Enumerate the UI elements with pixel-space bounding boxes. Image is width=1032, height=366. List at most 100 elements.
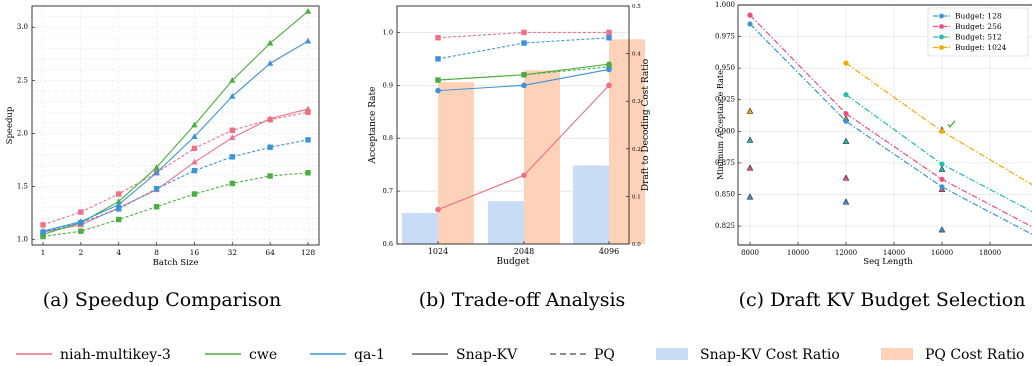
y-tick-label: 2.5 <box>17 76 28 84</box>
y-tick-label: 0.8 <box>383 134 393 142</box>
legend-label: PQ Cost Ratio <box>925 347 1025 363</box>
y-tick-label: 0.900 <box>715 127 735 135</box>
y-tick-label: 1.0 <box>17 236 28 244</box>
tradeoff-chart: 0.6 0.7 0.8 0.9 1.0 0.0 0.1 0.2 0.3 0.4 0.5 1024 204… <box>368 4 651 267</box>
bar-snap-cost-ratio <box>573 165 609 244</box>
x-tick-label: 128 <box>301 248 316 257</box>
point-cwe-pq <box>40 233 46 240</box>
y-axis-label: Minimum Acceptance Rate <box>716 70 725 180</box>
x-tick-label: 18000 <box>979 249 1001 257</box>
point-qa-pq <box>191 167 198 174</box>
y2-tick-label: 0.5 <box>632 4 641 10</box>
check-mark-icon <box>947 120 956 128</box>
point-qa-pq <box>267 144 273 150</box>
y-tick-label: 0.6 <box>383 240 393 248</box>
point-niah-pq <box>267 116 273 123</box>
legend-entry-label: Budget: 1024 <box>955 43 1007 52</box>
triangle-marker-b512 <box>746 136 754 143</box>
point-niah-pq <box>435 35 441 41</box>
point-cwe-snap <box>266 39 274 46</box>
point-niah-snap <box>521 172 527 179</box>
point-qa-snap <box>435 87 441 94</box>
y-tick-label: 0.975 <box>715 33 735 41</box>
point-b1024 <box>843 60 849 66</box>
point-niah-snap <box>229 134 236 141</box>
y2-axis-label: Draft to Decoding Cost Ratio <box>641 59 651 191</box>
figure-legend: niah-multikey-3 cwe qa-1 Snap-KV PQ Snap-KV C… <box>16 347 1025 363</box>
x-tick-label: 14000 <box>883 249 905 257</box>
point-niah-pq <box>116 191 122 197</box>
bar-pq-cost-ratio <box>609 39 645 244</box>
point-b256 <box>939 176 945 182</box>
bar-pq-cost-ratio <box>524 70 560 244</box>
point-niah-pq <box>521 29 527 36</box>
triangle-marker-b128 <box>746 193 754 200</box>
y-tick-label: 3.0 <box>17 23 28 31</box>
point-niah-snap <box>606 82 612 89</box>
point-cwe-pq <box>435 77 441 83</box>
point-cwe-pq <box>153 204 160 210</box>
point-qa-pq <box>229 154 235 160</box>
y-axis-label: Speedup <box>5 106 15 144</box>
x-axis-label: Budget <box>497 257 530 267</box>
y-tick-label: 1.5 <box>17 183 28 191</box>
legend-label: niah-multikey-3 <box>60 347 171 363</box>
point-qa-snap <box>606 66 612 73</box>
y-tick-label: 0.825 <box>715 222 735 230</box>
x-tick-label: 16000 <box>931 249 953 257</box>
point-qa-pq <box>521 40 527 46</box>
speedup-chart: 1.0 1.5 2.0 2.5 3.0 1 2 4 8 16 32 64 128 Batch Size Sp… <box>5 5 320 268</box>
point-cwe-snap <box>304 7 312 14</box>
triangle-marker-b512 <box>938 165 946 172</box>
legend-swatch <box>656 348 688 360</box>
legend-swatch <box>881 348 913 360</box>
y2-tick-label: 0.4 <box>632 52 641 58</box>
x-tick-label: 2048 <box>514 247 534 256</box>
point-cwe-pq <box>78 228 84 234</box>
triangle-marker-b128 <box>842 198 850 205</box>
point-qa-pq <box>116 206 122 212</box>
point-qa-snap <box>115 201 122 208</box>
point-b128 <box>843 118 849 124</box>
point-qa-snap <box>229 92 236 99</box>
point-niah-pq <box>40 222 46 228</box>
x-tick-label: 10000 <box>787 249 809 257</box>
series-qa-pq <box>42 139 309 233</box>
legend-label: Snap-KV <box>456 347 518 363</box>
legend-item: qa-1 <box>310 347 385 363</box>
y-axis-label: Acceptance Rate <box>368 87 378 165</box>
series-niah-snap <box>42 108 309 233</box>
series-b256 <box>749 14 1032 228</box>
point-qa-snap <box>266 59 274 66</box>
x-tick-label: 4 <box>116 248 121 257</box>
legend-entry-label: Budget: 512 <box>955 33 1002 42</box>
legend-label: Snap-KV Cost Ratio <box>700 347 840 363</box>
x-axis-label: Batch Size <box>153 258 199 268</box>
y2-tick-label: 0.2 <box>632 147 641 153</box>
triangle-marker-b256 <box>746 164 754 171</box>
legend-item: PQ Cost Ratio <box>881 347 1025 363</box>
point-niah-pq <box>78 209 84 215</box>
triangle-marker-b1024 <box>746 107 754 114</box>
bar-snap-cost-ratio <box>488 201 524 244</box>
legend-entry-label: Budget: 128 <box>955 12 1002 21</box>
point-b1024 <box>939 128 945 134</box>
point-b512 <box>843 92 849 98</box>
y2-tick-label: 0.0 <box>632 242 641 248</box>
caption-a: (a) Speedup Comparison <box>43 289 282 311</box>
point-niah-pq <box>606 29 612 36</box>
point-qa-pq <box>78 219 84 226</box>
caption-c: (c) Draft KV Budget Selection <box>739 289 1026 311</box>
series-b128 <box>749 23 1032 235</box>
point-niah-snap <box>435 206 441 213</box>
x-tick-label: 16 <box>190 248 200 257</box>
point-niah-snap <box>191 158 198 165</box>
legend-label: qa-1 <box>354 347 385 363</box>
x-tick-label: 12000 <box>835 249 857 257</box>
bar-snap-cost-ratio <box>402 213 438 244</box>
point-qa-snap <box>521 82 527 89</box>
point-niah-pq <box>229 127 235 133</box>
point-cwe-pq <box>305 170 311 176</box>
